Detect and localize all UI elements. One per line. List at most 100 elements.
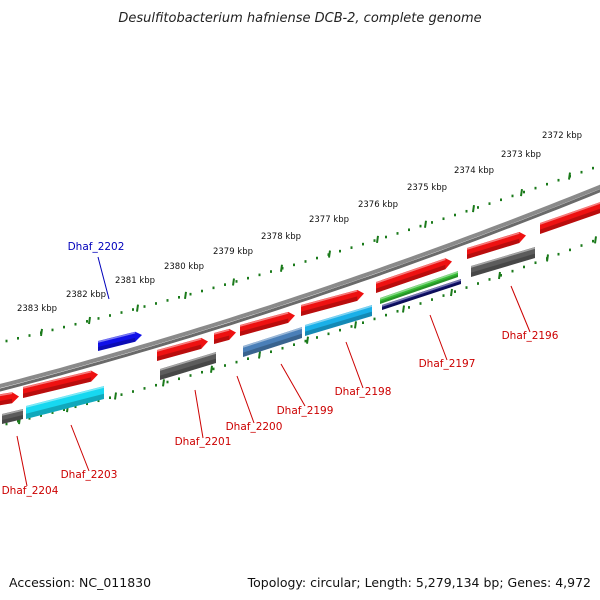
gene-2202-arrow bbox=[97, 331, 142, 351]
outer-ruler-dot bbox=[350, 246, 353, 249]
gene-label[interactable]: Dhaf_2201 bbox=[175, 436, 232, 448]
kbp-tick-label: 2382 kbp bbox=[66, 290, 106, 300]
gene-2199-lower bbox=[242, 327, 303, 357]
gene-label[interactable]: Dhaf_2204 bbox=[2, 485, 59, 497]
inner-ruler-dot bbox=[454, 290, 456, 293]
gene-2198-arrow bbox=[300, 289, 364, 316]
gene-label[interactable]: Dhaf_2197 bbox=[419, 358, 476, 370]
gene-label[interactable]: Dhaf_2202 bbox=[68, 241, 125, 253]
outer-ruler-dot bbox=[189, 292, 192, 296]
gene-2196b-arrow bbox=[466, 232, 526, 259]
backbone-lower bbox=[0, 189, 600, 392]
gene-label[interactable]: Dhaf_2200 bbox=[226, 421, 283, 433]
gene-label[interactable]: Dhaf_2199 bbox=[277, 405, 334, 417]
kbp-tick-label: 2378 kbp bbox=[261, 232, 301, 242]
gene-2204-lower bbox=[1, 409, 24, 424]
inner-ruler-major-tick bbox=[546, 254, 549, 262]
outer-ruler-dot bbox=[534, 186, 537, 190]
outer-ruler-dot bbox=[419, 224, 422, 228]
outer-ruler-dot bbox=[293, 263, 295, 267]
outer-ruler-dot bbox=[362, 242, 364, 246]
outer-ruler-major-tick bbox=[568, 172, 571, 180]
gene-2201-lower bbox=[159, 352, 217, 380]
map-title: Desulfitobacterium hafniense DCB-2, comp… bbox=[118, 11, 481, 26]
outer-ruler-dot bbox=[339, 249, 341, 253]
inner-ruler-dot bbox=[293, 343, 295, 346]
outer-ruler-dot bbox=[488, 202, 491, 205]
inner-ruler-dot bbox=[201, 370, 203, 374]
gene-2196-arrow bbox=[539, 202, 600, 234]
inner-ruler-dot bbox=[385, 313, 387, 317]
outer-ruler-major-tick bbox=[424, 220, 427, 228]
outer-ruler-dot bbox=[465, 209, 468, 213]
kbp-tick-label: 2375 kbp bbox=[407, 183, 447, 193]
gene-leader-line bbox=[16, 435, 28, 487]
inner-ruler-dot bbox=[28, 417, 31, 420]
inner-ruler-dot bbox=[511, 269, 514, 273]
inner-ruler-dot bbox=[419, 302, 422, 305]
outer-ruler-dot bbox=[385, 235, 387, 239]
gene-features bbox=[0, 202, 600, 424]
outer-ruler-dot bbox=[304, 260, 307, 263]
outer-ruler-dot bbox=[500, 198, 502, 202]
backbone-upper bbox=[0, 184, 600, 389]
outer-ruler-dot bbox=[592, 166, 594, 170]
outer-ruler-major-tick bbox=[328, 250, 331, 258]
inner-ruler-dot bbox=[373, 317, 376, 321]
outer-ruler-dot bbox=[155, 302, 157, 305]
gene-2197-lower-navy bbox=[381, 279, 462, 310]
gene-2198-lower bbox=[304, 305, 373, 336]
topology-text: Topology: circular; Length: 5,279,134 bp… bbox=[247, 575, 591, 590]
inner-ruler-major-tick bbox=[402, 305, 405, 313]
outer-ruler-dot bbox=[235, 280, 238, 283]
outer-ruler-dot bbox=[224, 283, 226, 286]
inner-ruler-dot bbox=[270, 350, 272, 354]
gene-label[interactable]: Dhaf_2203 bbox=[61, 469, 118, 481]
inner-ruler-dot bbox=[189, 374, 192, 377]
inner-ruler-major-tick bbox=[306, 336, 309, 344]
gene-2200-arrow bbox=[213, 328, 236, 344]
outer-ruler-dot bbox=[28, 334, 31, 337]
gene-leader-line bbox=[236, 375, 255, 424]
inner-ruler-dot bbox=[63, 408, 65, 412]
inner-ruler-major-tick bbox=[498, 271, 501, 280]
inner-ruler-dot bbox=[74, 405, 77, 409]
inner-ruler-dot bbox=[523, 265, 525, 269]
inner-ruler-dot bbox=[569, 248, 571, 252]
outer-ruler-dot bbox=[120, 311, 123, 314]
inner-ruler-dot bbox=[500, 274, 502, 277]
accession-text: Accession: NC_011830 bbox=[9, 575, 151, 590]
gene-leader-line bbox=[345, 341, 364, 389]
gene-label[interactable]: Dhaf_2198 bbox=[335, 386, 392, 398]
kbp-tick-label: 2377 kbp bbox=[309, 215, 349, 225]
outer-ruler-dot bbox=[396, 232, 399, 235]
inner-ruler-dot bbox=[396, 309, 399, 313]
inner-ruler-dot bbox=[442, 294, 445, 297]
inner-ruler-dot bbox=[304, 339, 307, 343]
inner-ruler-dot bbox=[109, 396, 111, 400]
gene-2204-arrow bbox=[0, 392, 19, 406]
inner-ruler-dot bbox=[557, 252, 560, 256]
outer-ruler-major-tick bbox=[280, 264, 283, 272]
inner-ruler-dot bbox=[120, 393, 123, 396]
outer-ruler-dot bbox=[97, 317, 100, 320]
outer-ruler-dot bbox=[557, 178, 560, 182]
outer-ruler-dot bbox=[270, 270, 272, 273]
inner-ruler-dot bbox=[408, 306, 410, 309]
inner-ruler-dot bbox=[580, 244, 583, 247]
outer-ruler-dot bbox=[316, 256, 318, 260]
outer-ruler-dot bbox=[212, 286, 215, 290]
inner-ruler-dot bbox=[178, 377, 180, 381]
outer-ruler-dot bbox=[454, 213, 456, 217]
inner-ruler-dot bbox=[362, 321, 364, 324]
inner-ruler-dot bbox=[212, 367, 215, 371]
gene-leader-line bbox=[97, 256, 110, 300]
inner-ruler-dot bbox=[166, 380, 169, 384]
gene-label[interactable]: Dhaf_2196 bbox=[502, 330, 559, 342]
inner-ruler-dot bbox=[5, 422, 8, 426]
outer-ruler-major-tick bbox=[520, 188, 523, 197]
inner-ruler-dot bbox=[465, 286, 468, 289]
inner-ruler-dot bbox=[350, 325, 353, 328]
